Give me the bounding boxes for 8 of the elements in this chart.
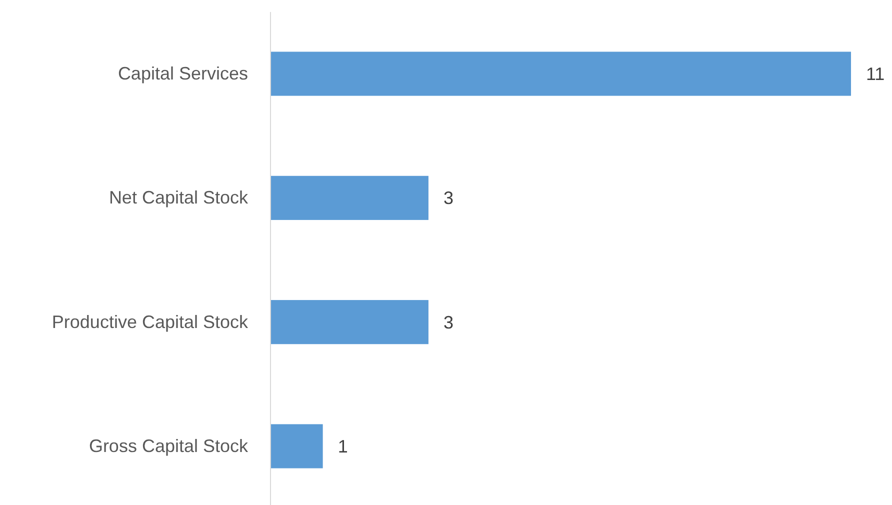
data-label: 11 [866, 64, 885, 84]
data-label: 1 [338, 436, 348, 457]
data-label: 3 [443, 188, 454, 208]
y-tick-label: Productive Capital Stock [52, 312, 249, 332]
y-tick-label: Gross Capital Stock [88, 436, 249, 456]
data-label: 3 [443, 312, 454, 332]
y-tick-label: Net Capital Stock [108, 188, 249, 208]
y-tick-label: Capital Services [118, 64, 248, 84]
